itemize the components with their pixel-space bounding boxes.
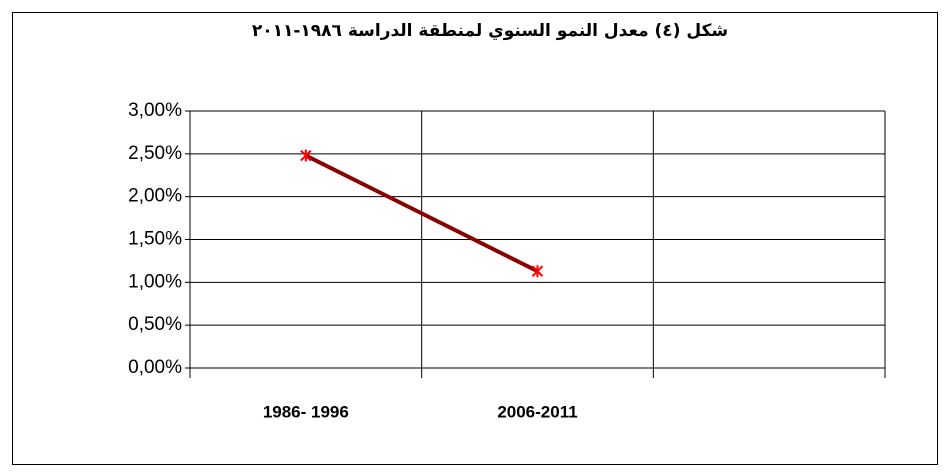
marker <box>300 149 312 162</box>
y-tick-label: 3,00% <box>128 100 182 121</box>
y-tick-label: 1,50% <box>128 229 182 250</box>
line-series <box>304 153 539 273</box>
chart-title: شكل (٤) معدل النمو السنوي لمنطقة الدراسة… <box>252 21 728 41</box>
x-tick-label: 2006-2011 <box>497 402 577 421</box>
y-tick-label: 2,00% <box>128 186 182 207</box>
y-tick-label: 0,50% <box>128 314 182 335</box>
x-tick-label: 1986- 1996 <box>263 402 349 421</box>
y-tick-label: 2,50% <box>128 143 182 164</box>
y-tick-label: 1,00% <box>128 271 182 292</box>
y-tick-label: 0,00% <box>128 357 182 378</box>
marker <box>531 265 544 278</box>
